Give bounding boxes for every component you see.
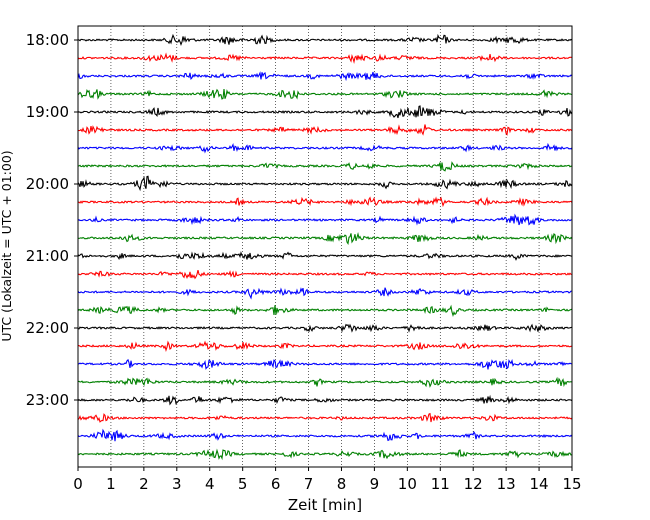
trace-line [77, 340, 573, 353]
trace-line [77, 428, 573, 442]
trace-line [77, 105, 573, 119]
trace-line [77, 412, 573, 423]
x-tick-label: 15 [562, 475, 581, 493]
trace-line [77, 232, 573, 246]
y-axis-ticks: 18:00 19:00 20:00 21:00 22:00 23:00 [26, 31, 78, 409]
y-tick-label: 21:00 [26, 247, 69, 265]
x-axis-ticks: 0 1 2 3 4 5 6 7 8 9 10 11 12 13 14 15 [73, 467, 582, 493]
trace-line [77, 161, 573, 172]
y-tick-label: 20:00 [26, 175, 69, 193]
x-tick-label: 13 [497, 475, 516, 493]
x-tick-label: 0 [73, 475, 83, 493]
x-tick-label: 2 [139, 475, 149, 493]
y-tick-label: 22:00 [26, 319, 69, 337]
trace-line [77, 213, 573, 226]
x-tick-label: 4 [205, 475, 215, 493]
trace-line [77, 287, 573, 300]
trace-line [77, 52, 573, 64]
trace-line [77, 196, 573, 208]
trace-line [77, 88, 573, 100]
trace-line [77, 251, 573, 261]
y-tick-label: 19:00 [26, 103, 69, 121]
x-tick-label: 14 [530, 475, 549, 493]
x-tick-label: 1 [106, 475, 116, 493]
trace-line [77, 304, 573, 318]
trace-line [77, 394, 573, 406]
x-tick-label: 3 [172, 475, 182, 493]
y-axis-label: UTC (Lokalzeit = UTC + 01:00) [0, 150, 14, 341]
x-tick-label: 8 [337, 475, 347, 493]
x-tick-label: 10 [398, 475, 417, 493]
trace-line [77, 270, 573, 280]
trace-line [77, 376, 573, 388]
y-tick-label: 23:00 [26, 391, 69, 409]
x-axis-label: Zeit [min] [288, 496, 362, 514]
trace-line [77, 448, 573, 461]
trace-line [77, 124, 573, 136]
plot-frame [77, 25, 573, 468]
trace-line [77, 175, 573, 192]
x-tick-label: 11 [431, 475, 450, 493]
x-tick-label: 6 [271, 475, 281, 493]
y-tick-label: 18:00 [26, 31, 69, 49]
trace-line [77, 323, 573, 333]
trace-line [77, 358, 573, 370]
seismic-traces [77, 33, 573, 461]
x-tick-label: 7 [304, 475, 314, 493]
x-tick-label: 5 [238, 475, 248, 493]
trace-line [77, 142, 573, 154]
trace-line [77, 33, 573, 46]
trace-line [77, 71, 573, 82]
x-tick-label: 12 [464, 475, 483, 493]
x-tick-label: 9 [370, 475, 380, 493]
